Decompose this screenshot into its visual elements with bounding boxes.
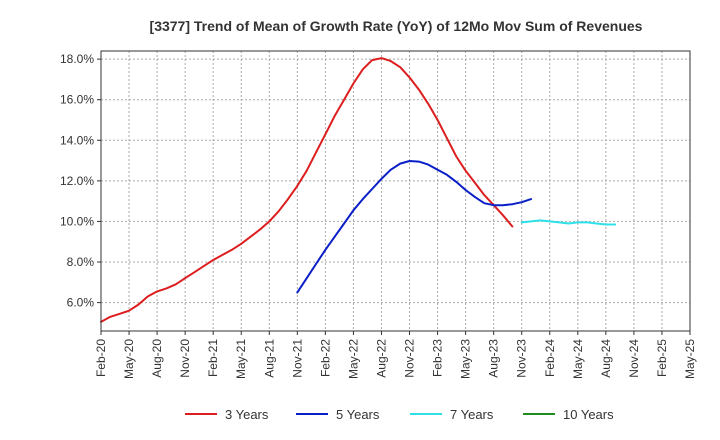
x-tick-label: Aug-20 [150, 339, 164, 378]
legend-label-7-years: 7 Years [450, 407, 494, 422]
y-tick-label: 12.0% [60, 174, 94, 188]
x-tick-label: Aug-21 [262, 339, 276, 378]
x-tick-label: Nov-20 [178, 339, 192, 378]
series-line-5-years [296, 160, 533, 294]
x-tick-label: Nov-23 [515, 339, 529, 378]
x-tick-label: May-25 [683, 339, 697, 379]
chart-title: [3377] Trend of Mean of Growth Rate (YoY… [150, 18, 643, 34]
x-tick-label: May-22 [346, 339, 360, 379]
y-tick-label: 14.0% [60, 133, 94, 147]
legend: 3 Years 5 Years 7 Years 10 Years [185, 407, 614, 422]
x-tick-label: Aug-22 [374, 339, 388, 378]
x-tick-label: Feb-24 [543, 339, 557, 377]
gridlines [100, 51, 691, 331]
series-line-3-years [100, 57, 514, 323]
series-layer [100, 57, 617, 323]
x-tick-label: Nov-24 [627, 339, 641, 378]
x-tick-label: May-20 [122, 339, 136, 379]
x-tick-label: May-23 [459, 339, 473, 379]
y-tick-label: 6.0% [67, 296, 95, 310]
x-tick-label: Feb-25 [655, 339, 669, 377]
y-tick-label: 10.0% [60, 214, 94, 228]
legend-label-3-years: 3 Years [225, 407, 269, 422]
x-tick-label: May-21 [234, 339, 248, 379]
x-tick-label: May-24 [571, 339, 585, 379]
plot-area [100, 50, 691, 332]
x-tick-label: Nov-22 [403, 339, 417, 378]
y-tick-label: 16.0% [60, 93, 94, 107]
x-tick-label: Aug-24 [599, 339, 613, 378]
y-tick-label: 18.0% [60, 52, 94, 66]
x-tick-label: Feb-23 [431, 339, 445, 377]
x-tick-label: Nov-21 [290, 339, 304, 378]
x-axis: Feb-20 May-20 Aug-20 Nov-20 Feb-21 May-21 Aug-… [94, 331, 697, 379]
y-axis: 6.0% 8.0% 10.0% 12.0% 14.0% 16.0% 18.0% [60, 52, 101, 310]
x-tick-label: Aug-23 [487, 339, 501, 378]
y-tick-label: 8.0% [67, 255, 95, 269]
x-tick-label: Feb-22 [318, 339, 332, 377]
series-line-7-years [520, 219, 617, 226]
x-tick-label: Feb-20 [94, 339, 108, 377]
x-tick-label: Feb-21 [206, 339, 220, 377]
legend-label-5-years: 5 Years [336, 407, 380, 422]
legend-label-10-years: 10 Years [563, 407, 614, 422]
